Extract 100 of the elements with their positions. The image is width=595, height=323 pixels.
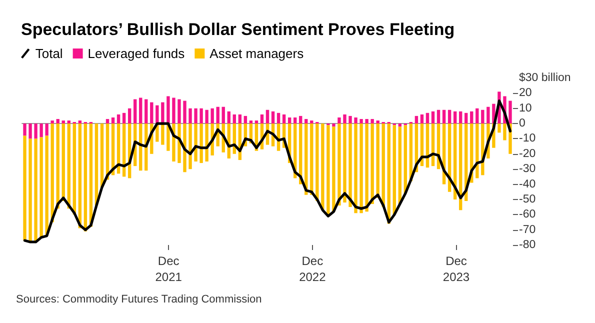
bar	[321, 124, 324, 210]
bar	[299, 116, 302, 124]
legend-label: Asset managers	[210, 46, 304, 61]
bar	[310, 120, 314, 124]
bar	[183, 100, 186, 124]
bar	[398, 126, 402, 204]
legend-label: Total	[35, 46, 63, 61]
y-tick-label: -80	[519, 239, 536, 251]
bar	[84, 124, 88, 232]
bar	[23, 124, 26, 136]
bar	[282, 114, 286, 124]
bar	[249, 120, 253, 124]
bar	[188, 124, 192, 170]
bar	[40, 137, 43, 238]
bar	[436, 110, 440, 124]
bar	[271, 111, 275, 124]
y-tick-label: 10	[519, 102, 532, 114]
bar	[56, 118, 60, 124]
bar	[365, 124, 368, 212]
bar	[78, 120, 82, 124]
bar	[205, 124, 208, 162]
bar	[293, 117, 297, 124]
bar	[194, 124, 198, 162]
bar	[370, 118, 374, 124]
bar	[34, 124, 38, 139]
bar	[392, 125, 396, 215]
bar	[348, 116, 352, 124]
bar	[116, 114, 120, 124]
bar	[205, 110, 208, 124]
bar	[354, 124, 358, 214]
y-tick-label: $30 billion	[519, 72, 571, 84]
bar	[133, 99, 137, 124]
bar	[476, 108, 479, 124]
bar	[343, 114, 346, 124]
bar	[62, 120, 65, 124]
y-tick-label: -10	[519, 132, 536, 145]
bar	[266, 110, 270, 124]
bar	[50, 124, 54, 222]
bar	[45, 124, 48, 136]
bar	[200, 108, 203, 124]
bar	[128, 108, 132, 124]
bar	[122, 112, 126, 124]
bar	[414, 116, 418, 124]
bar	[161, 124, 164, 145]
bar	[227, 111, 230, 124]
bar	[458, 111, 462, 124]
y-tick-label: -50	[519, 193, 536, 206]
bar	[28, 138, 32, 242]
legend-label: Leveraged funds	[88, 46, 186, 61]
bar	[420, 114, 424, 124]
bar	[470, 111, 474, 124]
bar	[370, 124, 374, 204]
bar	[150, 102, 154, 124]
bar	[486, 106, 490, 124]
bar	[498, 124, 501, 133]
bar	[332, 124, 336, 127]
bar	[23, 136, 26, 240]
source-note: Sources: Commodity Futures Trading Commission	[16, 294, 262, 306]
bar	[156, 105, 159, 124]
bar	[398, 124, 402, 127]
bar	[188, 108, 192, 124]
bar	[360, 124, 363, 214]
bar	[376, 120, 380, 124]
y-tick-label: -30	[519, 163, 536, 176]
y-tick-label: -60	[519, 208, 536, 221]
y-tick-label: -70	[519, 224, 536, 236]
bar	[172, 98, 176, 124]
bar	[216, 106, 220, 124]
bar	[288, 117, 292, 124]
bar	[111, 117, 115, 124]
bar	[464, 112, 468, 124]
bar	[354, 117, 358, 124]
bar	[360, 118, 363, 124]
bar	[503, 124, 506, 140]
bar	[481, 110, 484, 124]
bar	[508, 100, 512, 124]
bar	[238, 114, 242, 124]
bar	[210, 108, 214, 124]
bar	[232, 114, 236, 124]
bar	[28, 124, 32, 139]
bar	[67, 120, 70, 124]
bar	[254, 120, 258, 124]
y-tick-label: -40	[519, 178, 536, 190]
y-tick-label: 0	[519, 118, 526, 130]
bar	[426, 112, 430, 124]
bar	[139, 98, 142, 124]
x-tick-label: Dec 2022	[299, 254, 326, 284]
bar	[222, 106, 225, 124]
bar	[453, 111, 457, 124]
bar	[332, 126, 336, 212]
bar	[106, 118, 110, 124]
bar	[304, 118, 308, 124]
bar	[260, 114, 264, 124]
bar	[72, 124, 76, 215]
bar	[178, 124, 181, 164]
bar	[448, 110, 452, 124]
bar	[365, 118, 368, 124]
bar	[348, 124, 352, 208]
x-tick-label: Dec 2023	[442, 254, 470, 284]
y-tick-label: -20	[519, 148, 536, 160]
